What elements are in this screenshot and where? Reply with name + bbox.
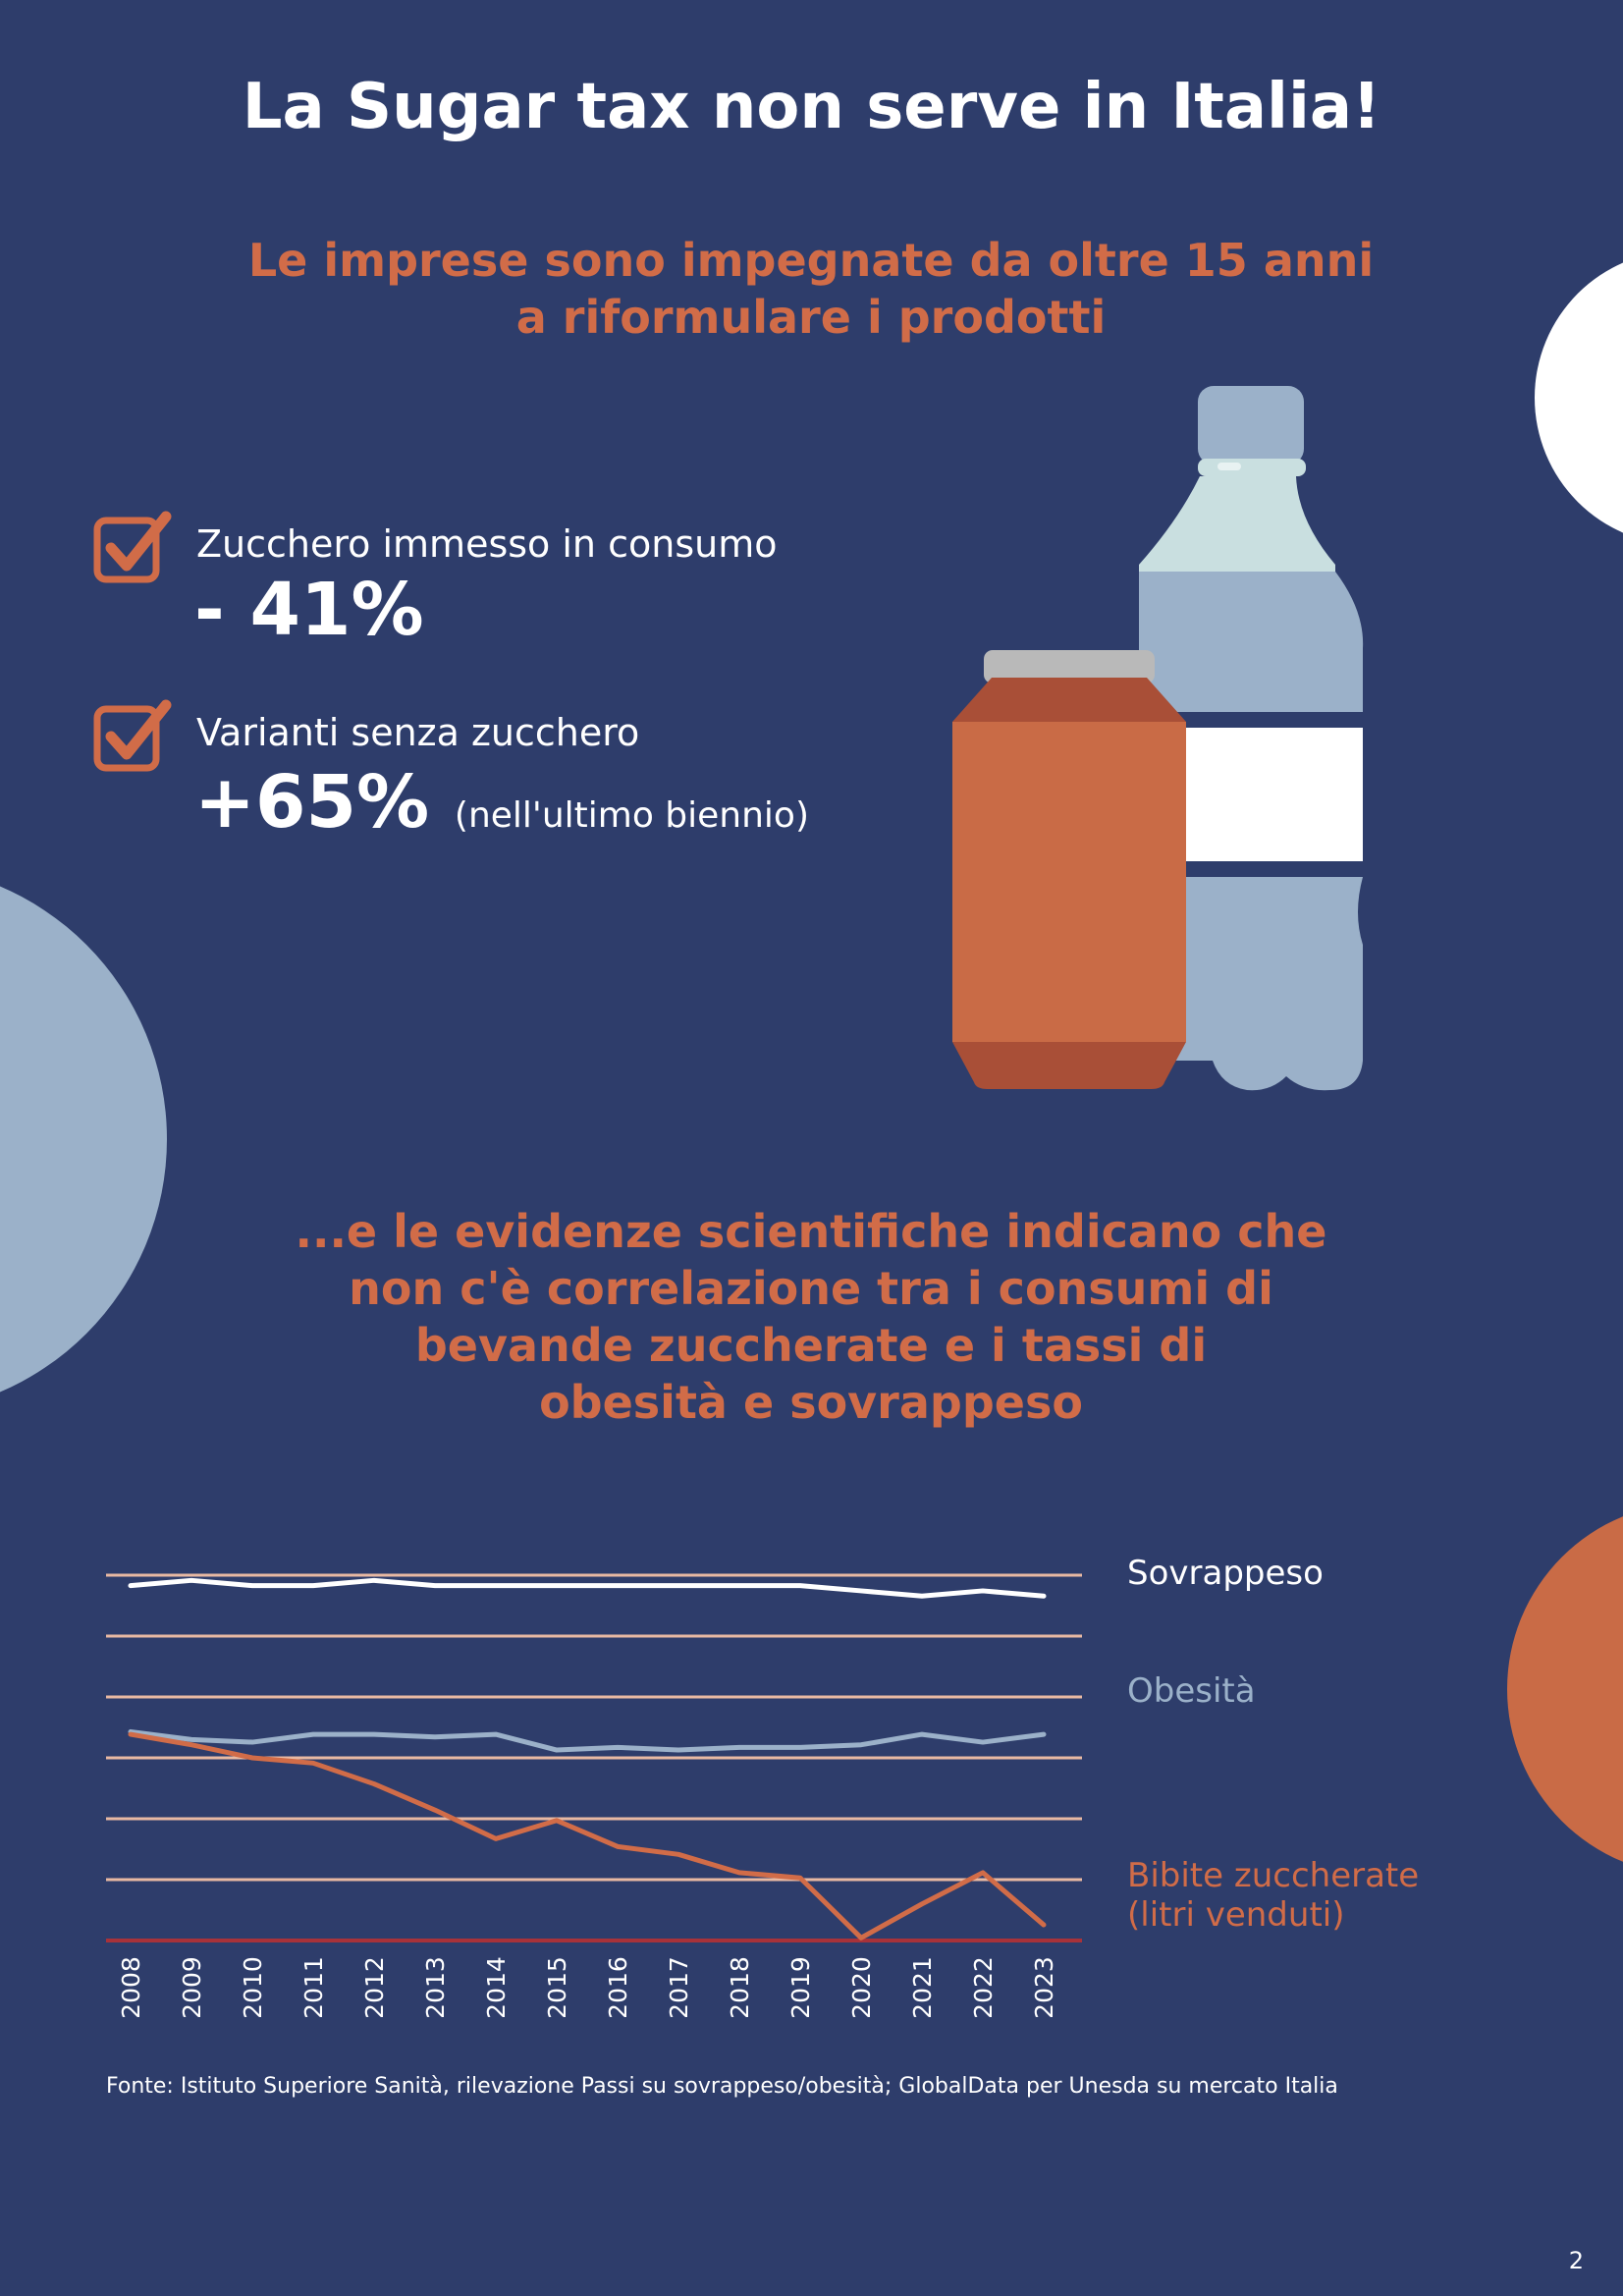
page-title: La Sugar tax non serve in Italia! [242, 71, 1381, 143]
x-tick-label: 2008 [117, 1956, 145, 2019]
page-number: 2 [1568, 2247, 1584, 2274]
subtitle-line: Le imprese sono impegnate da oltre 15 an… [247, 234, 1375, 287]
stat-value: +65% [194, 760, 430, 845]
source-note: Fonte: Istituto Superiore Sanità, rileva… [106, 2074, 1338, 2099]
series-line-2 [128, 1731, 1047, 1941]
decorative-white-circle [1535, 250, 1623, 545]
chart-series [128, 1577, 1047, 1941]
x-tick-label: 2014 [482, 1956, 511, 2019]
x-tick-label: 2022 [969, 1956, 998, 2019]
x-tick-label: 2010 [239, 1956, 267, 2019]
legend-line: (litri venduti) [1127, 1895, 1345, 1935]
checkbox-check-icon [93, 699, 172, 772]
stat-note: (nell'ultimo biennio) [454, 795, 809, 836]
x-tick-label: 2011 [299, 1956, 328, 2019]
legend-obesita: Obesità [1127, 1671, 1256, 1711]
stat-label: Zucchero immesso in consumo [196, 522, 778, 566]
line-chart: 2008 2009 2010 2011 2012 2013 2014 2015 2016 2017… [106, 1573, 1082, 2019]
chart-x-ticks: 2008 2009 2010 2011 2012 2013 2014 2015 2016 2017… [117, 1956, 1058, 2019]
stat-value: - 41% [194, 568, 424, 652]
x-tick-label: 2019 [786, 1956, 815, 2019]
x-tick-label: 2017 [665, 1956, 693, 2019]
legend-sovrappeso: Sovrappeso [1127, 1554, 1324, 1593]
chart-gridlines [106, 1573, 1082, 1942]
x-tick-label: 2016 [604, 1956, 632, 2019]
x-tick-label: 2023 [1030, 1956, 1058, 2019]
x-tick-label: 2018 [726, 1956, 754, 2019]
x-tick-label: 2013 [421, 1956, 450, 2019]
checkbox-check-icon [93, 511, 172, 583]
x-tick-label: 2015 [543, 1956, 571, 2019]
beverage-illustration [952, 386, 1364, 1091]
x-tick-label: 2009 [178, 1956, 206, 2019]
subtitle-line: ...e le evidenze scientifiche indicano c… [295, 1205, 1327, 1258]
soda-can-icon [952, 650, 1186, 1089]
subtitle-line: obesità e sovrappeso [539, 1376, 1083, 1429]
legend-line: Bibite zuccherate [1127, 1856, 1420, 1895]
x-tick-label: 2021 [908, 1956, 937, 2019]
series-line-0 [128, 1577, 1047, 1599]
subtitle-line: non c'è correlazione tra i consumi di [349, 1262, 1273, 1315]
decorative-blue-circle [0, 864, 167, 1414]
x-tick-label: 2012 [360, 1956, 389, 2019]
subtitle-line: bevande zuccherate e i tassi di [414, 1319, 1208, 1372]
series-line-1 [128, 1728, 1047, 1753]
subtitle-reformulation: Le imprese sono impegnate da oltre 15 an… [222, 232, 1400, 346]
x-tick-label: 2020 [847, 1956, 876, 2019]
stat-value-row: +65% (nell'ultimo biennio) [194, 760, 809, 845]
subtitle-line: a riformulare i prodotti [515, 291, 1107, 344]
subtitle-evidence: ...e le evidenze scientifiche indicano c… [222, 1203, 1400, 1431]
legend-bibite-zuccherate: Bibite zuccherate (litri venduti) [1127, 1856, 1419, 1935]
stat-label: Varianti senza zucchero [196, 711, 640, 754]
